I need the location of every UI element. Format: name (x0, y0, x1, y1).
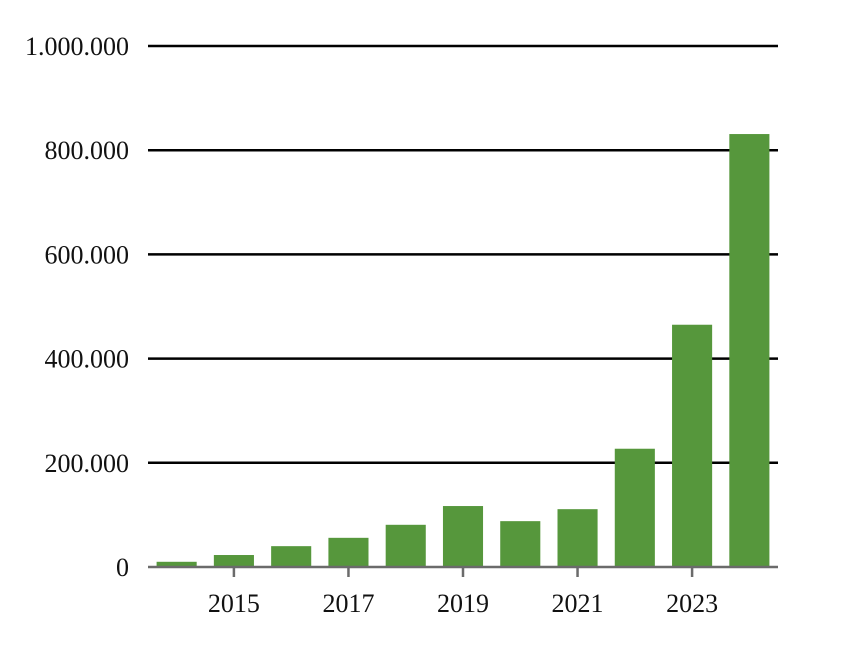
y-tick-label: 200.000 (45, 449, 130, 478)
y-tick-label: 0 (116, 553, 129, 582)
x-tick-label: 2023 (666, 589, 718, 618)
bar-2015 (213, 555, 254, 567)
y-tick-labels: 0 200.000 400.000 600.000 800.000 1.000.000 (25, 32, 129, 582)
x-tick-labels: 2015 2017 2019 2021 2023 (208, 589, 718, 618)
y-tick-label: 1.000.000 (25, 32, 129, 61)
x-tick-label: 2017 (322, 589, 374, 618)
bar-2023 (672, 324, 713, 567)
bar-2024 (729, 134, 770, 567)
bar-2016 (271, 546, 312, 567)
bar-2019 (442, 506, 484, 567)
y-tick-label: 800.000 (45, 136, 130, 165)
bars (156, 134, 770, 567)
bar-2021 (557, 509, 598, 567)
bar-2014 (156, 561, 197, 567)
y-tick-label: 400.000 (45, 345, 130, 374)
bar-2018 (385, 524, 426, 567)
x-tick-label: 2021 (552, 589, 604, 618)
x-tick-label: 2015 (208, 589, 260, 618)
x-tick-label: 2019 (437, 589, 489, 618)
x-axis (148, 565, 778, 577)
bar-2022 (614, 448, 655, 567)
bar-2017 (328, 537, 369, 567)
bar-2020 (500, 521, 541, 567)
y-tick-label: 600.000 (45, 240, 130, 269)
